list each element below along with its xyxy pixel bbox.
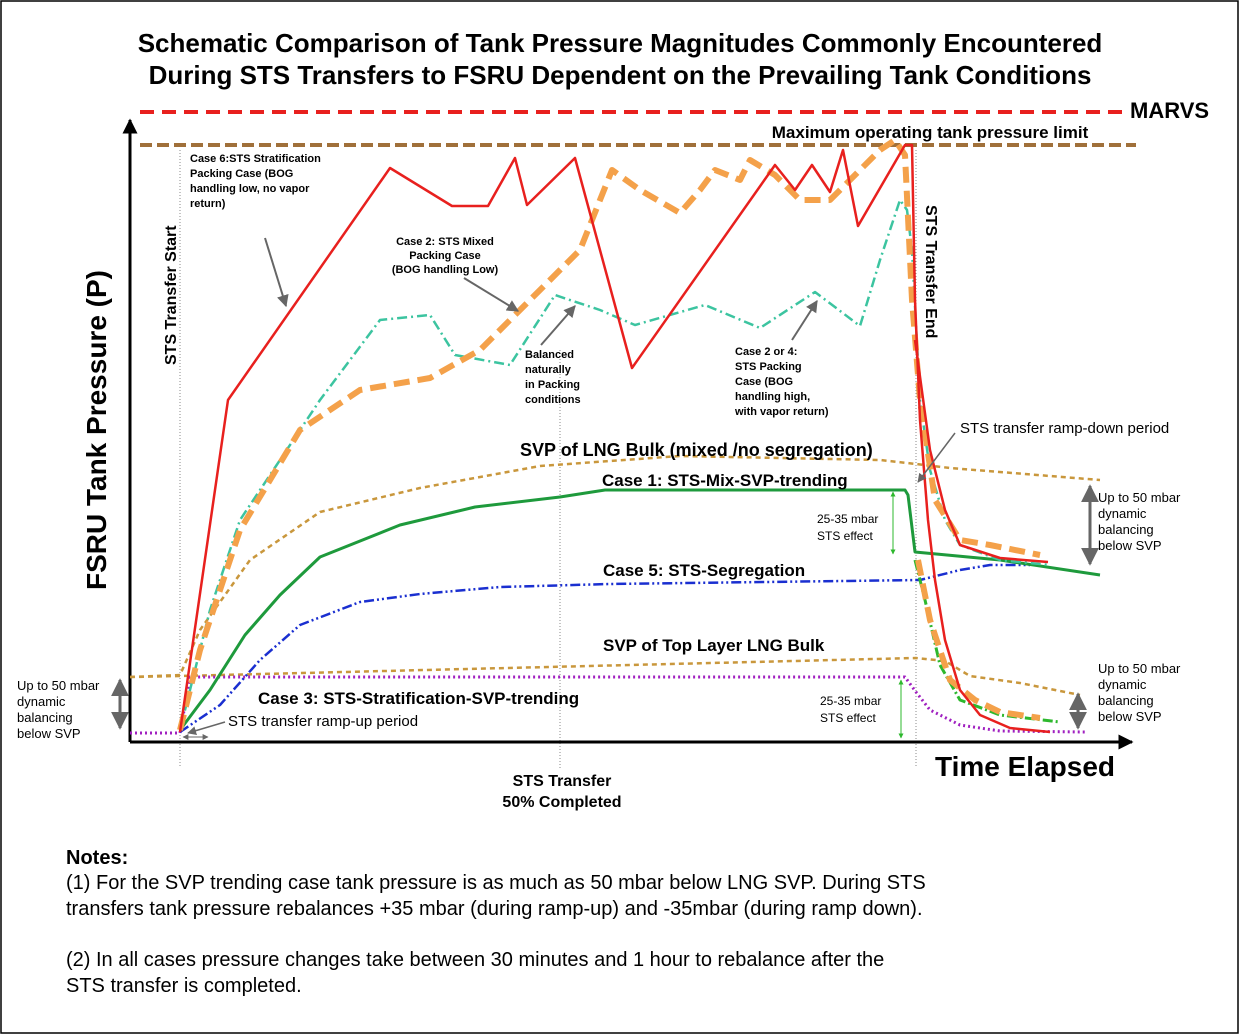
note-line: transfers tank pressure rebalances +35 m… <box>66 898 923 920</box>
annotation: Case 5: STS-Segregation <box>603 561 805 580</box>
case2or4-curve <box>178 198 1051 731</box>
svp-bulk-curve <box>129 454 1101 679</box>
marvs-label: MARVS <box>1130 98 1209 123</box>
case1-curve <box>178 488 1101 731</box>
annotation: below SVP <box>17 726 81 741</box>
callout-arrow <box>463 277 520 312</box>
case2or4-note: Case 2 or 4: STS Packing Case (BOG handl… <box>734 346 829 418</box>
annotation: Case (BOG <box>735 376 793 388</box>
annotation: 25-35 mbar <box>820 694 881 708</box>
annotation: Balanced <box>525 349 574 361</box>
case2-lower-curve <box>915 559 1041 721</box>
annotation: balancing <box>17 710 73 725</box>
note-line: STS transfer is completed. <box>66 975 302 997</box>
svp-top-curve <box>129 656 1081 697</box>
annotation: balancing <box>1098 693 1154 708</box>
case3-curve <box>130 675 1086 735</box>
annotation: Up to 50 mbar <box>1098 490 1181 505</box>
annotation: below SVP <box>1098 709 1162 724</box>
annotation: dynamic <box>1098 506 1147 521</box>
callout-arrow <box>540 305 576 346</box>
annotation: Packing Case (BOG <box>190 168 293 180</box>
balancing-note: Up to 50 mbar dynamic balancing below SV… <box>17 678 100 741</box>
annotation: dynamic <box>17 694 66 709</box>
annotation: SVP of Top Layer LNG Bulk <box>603 636 825 655</box>
title: Schematic Comparison of Tank Pressure Ma… <box>138 28 1103 58</box>
notes-heading: Notes: <box>66 847 128 869</box>
note-line: (2) In all cases pressure changes take b… <box>66 949 884 971</box>
annotation: (BOG handling Low) <box>392 264 499 276</box>
annotation: in Packing <box>525 379 580 391</box>
annotation: conditions <box>525 394 581 406</box>
case6-curve <box>178 143 1051 734</box>
annotation: 25-35 mbar <box>817 512 878 526</box>
annotation: dynamic <box>1098 677 1147 692</box>
annotation: handling high, <box>735 391 810 403</box>
midpoint-label: 50% Completed <box>502 794 621 811</box>
case2-note: Case 2: STS Mixed Packing Case (BOG hand… <box>392 236 499 276</box>
annotation: balancing <box>1098 522 1154 537</box>
annotation: SVP of LNG Bulk (mixed /no segregation) <box>520 440 873 460</box>
balancing-note: Up to 50 mbar dynamic balancing below SV… <box>1098 490 1181 553</box>
balancing-note: Up to 50 mbar dynamic balancing below SV… <box>1098 661 1181 724</box>
annotation: STS effect <box>817 529 873 543</box>
end-label: STS Transfer End <box>922 205 939 338</box>
x-axis-label: Time Elapsed <box>935 751 1115 782</box>
annotation: Up to 50 mbar <box>17 678 100 693</box>
annotation: STS effect <box>820 711 876 725</box>
annotation: Packing Case <box>409 250 481 262</box>
annotation: STS transfer ramp-up period <box>228 713 418 730</box>
annotation: Case 3: STS-Stratification-SVP-trending <box>258 689 579 708</box>
annotation: Case 1: STS-Mix-SVP-trending <box>602 471 848 490</box>
y-axis-label: FSRU Tank Pressure (P) <box>81 270 112 590</box>
annotation: handling low, no vapor <box>190 183 310 195</box>
case5-curve <box>179 563 1030 734</box>
annotation: Case 2: STS Mixed <box>396 236 494 248</box>
balanced-note: Balanced naturally in Packing conditions <box>525 349 581 406</box>
max-limit-label: Maximum operating tank pressure limit <box>772 123 1089 142</box>
callout-arrow <box>264 237 289 308</box>
case6-upper-curve <box>913 339 1049 564</box>
callout-arrow <box>791 299 818 341</box>
annotation: Up to 50 mbar <box>1098 661 1181 676</box>
annotation: naturally <box>525 364 572 376</box>
case2-curve <box>177 137 1041 731</box>
start-label: STS Transfer Start <box>163 225 180 365</box>
annotation: with vapor return) <box>734 406 829 418</box>
case6-note: Case 6:STS Stratification Packing Case (… <box>190 153 321 210</box>
callout-arrow <box>187 721 226 736</box>
title: During STS Transfers to FSRU Dependent o… <box>149 60 1092 90</box>
annotation: STS Packing <box>735 361 802 373</box>
midpoint-label: STS Transfer <box>513 773 612 790</box>
annotation: below SVP <box>1098 538 1162 553</box>
note-line: (1) For the SVP trending case tank press… <box>66 872 926 894</box>
annotation: STS transfer ramp-down period <box>960 420 1169 437</box>
annotation: Case 6:STS Stratification <box>190 153 321 165</box>
annotation: Case 2 or 4: <box>735 346 797 358</box>
callout-arrow <box>917 432 956 483</box>
annotation: return) <box>190 198 226 210</box>
